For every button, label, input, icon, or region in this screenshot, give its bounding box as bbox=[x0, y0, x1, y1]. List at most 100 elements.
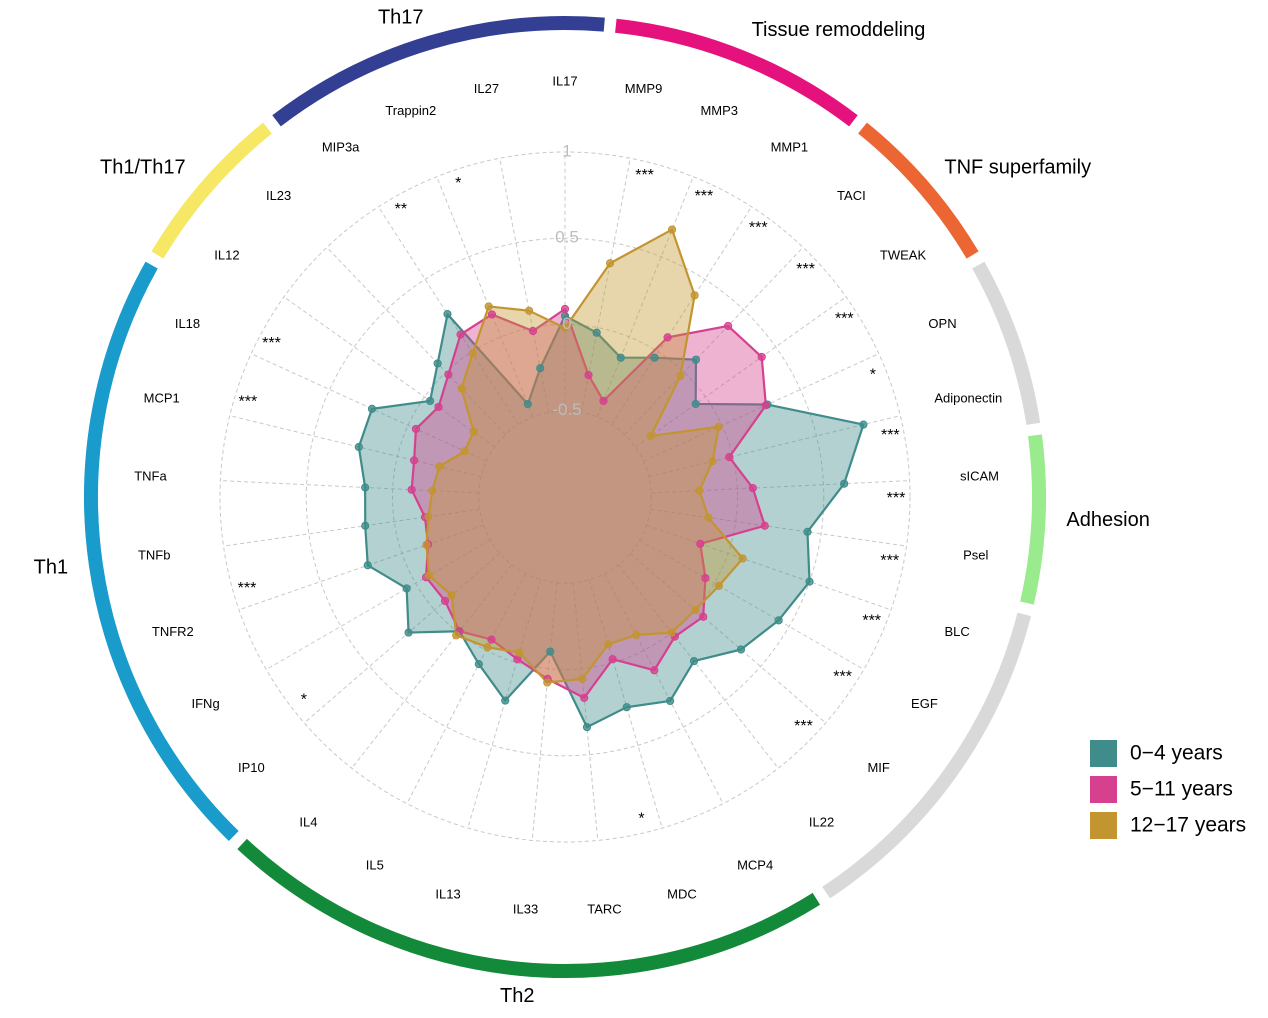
category-label: TNFa bbox=[134, 469, 167, 484]
category-label: TARC bbox=[587, 902, 621, 917]
category-label: IL5 bbox=[366, 857, 384, 872]
data-point bbox=[422, 540, 431, 550]
group-arc bbox=[1020, 434, 1046, 605]
group-arc bbox=[858, 122, 979, 259]
spoke bbox=[643, 353, 880, 462]
data-point bbox=[444, 370, 453, 379]
spoke bbox=[648, 415, 901, 478]
data-point bbox=[708, 457, 717, 466]
radial-tick-label: -0.5 bbox=[552, 400, 581, 419]
data-point bbox=[426, 396, 435, 406]
category-label: MDC bbox=[667, 887, 697, 902]
group-arc bbox=[972, 261, 1041, 425]
category-label: IL33 bbox=[513, 902, 538, 917]
spoke bbox=[223, 508, 480, 547]
grid-ring bbox=[305, 237, 825, 757]
data-point bbox=[760, 521, 769, 530]
significance-label: *** bbox=[635, 167, 654, 184]
data-point bbox=[440, 596, 450, 606]
data-point bbox=[599, 396, 608, 406]
data-point bbox=[616, 353, 625, 362]
group-arc bbox=[822, 612, 1032, 899]
data-point bbox=[650, 353, 659, 362]
data-point bbox=[411, 424, 421, 434]
spoke bbox=[238, 524, 484, 611]
group-label: TNF superfamily bbox=[944, 157, 1091, 179]
data-point bbox=[361, 483, 370, 492]
data-point bbox=[725, 453, 734, 462]
grid-ring bbox=[478, 410, 652, 584]
legend-label: 5−11 years bbox=[1130, 778, 1233, 801]
spoke bbox=[611, 206, 752, 425]
data-point bbox=[695, 486, 704, 495]
data-point bbox=[528, 326, 538, 336]
data-point bbox=[805, 577, 814, 586]
significance-label: *** bbox=[833, 668, 852, 685]
category-label: IL23 bbox=[266, 188, 291, 203]
data-point bbox=[748, 483, 757, 493]
data-point bbox=[736, 645, 746, 654]
category-label: MCP4 bbox=[737, 857, 773, 872]
radial-tick-label: 0.5 bbox=[555, 228, 579, 247]
group-arc bbox=[615, 18, 858, 127]
data-point bbox=[699, 612, 708, 621]
data-point bbox=[513, 655, 522, 664]
spoke bbox=[531, 582, 558, 841]
category-label: IL4 bbox=[299, 815, 317, 830]
significance-label: *** bbox=[887, 490, 906, 507]
data-point bbox=[582, 723, 592, 732]
data-point bbox=[428, 486, 437, 495]
significance-label: *** bbox=[239, 393, 258, 410]
spoke bbox=[646, 524, 892, 611]
data-point bbox=[667, 225, 677, 234]
category-label: OPN bbox=[928, 316, 956, 331]
data-point bbox=[584, 370, 593, 380]
spoke bbox=[572, 582, 599, 841]
data-point bbox=[501, 696, 510, 705]
group-label: Tissue remoddeling bbox=[752, 19, 926, 41]
significance-label: * bbox=[638, 810, 644, 827]
significance-label: ** bbox=[395, 201, 407, 218]
group-label: Th2 bbox=[500, 985, 534, 1007]
data-point bbox=[487, 635, 496, 644]
data-point bbox=[410, 456, 419, 465]
group-label: Adhesion bbox=[1066, 509, 1149, 531]
data-point bbox=[435, 462, 444, 471]
data-point bbox=[560, 304, 570, 314]
data-point bbox=[592, 328, 601, 337]
data-point bbox=[691, 355, 701, 364]
data-point bbox=[424, 512, 433, 521]
spoke bbox=[303, 553, 501, 724]
data-point bbox=[667, 628, 676, 637]
category-label: MMP9 bbox=[625, 81, 663, 96]
data-point bbox=[676, 371, 685, 381]
data-point bbox=[363, 561, 372, 570]
significance-label: * bbox=[870, 367, 876, 384]
data-point bbox=[622, 703, 631, 712]
category-label: IL22 bbox=[809, 815, 834, 830]
category-label: MCP1 bbox=[144, 391, 180, 406]
data-point bbox=[433, 359, 442, 368]
spoke bbox=[283, 296, 496, 448]
data-point bbox=[523, 400, 532, 409]
legend-label: 0−4 years bbox=[1130, 742, 1223, 765]
data-point bbox=[487, 310, 497, 319]
significance-label: * bbox=[455, 175, 461, 192]
category-label: MIP3a bbox=[322, 139, 360, 154]
significance-label: *** bbox=[881, 427, 900, 444]
category-label: TWEAK bbox=[880, 248, 927, 263]
spoke bbox=[634, 296, 847, 448]
data-point bbox=[404, 628, 413, 637]
data-point bbox=[803, 527, 812, 536]
data-point bbox=[361, 521, 370, 530]
spoke bbox=[436, 176, 534, 418]
category-label: IP10 bbox=[238, 760, 265, 775]
category-label: MMP3 bbox=[700, 103, 738, 118]
data-point bbox=[714, 422, 723, 431]
significance-label: *** bbox=[695, 188, 714, 205]
group-label: Th1/Th17 bbox=[100, 157, 186, 179]
category-label: MIF bbox=[867, 760, 889, 775]
category-label: TNFR2 bbox=[152, 624, 194, 639]
data-point bbox=[690, 291, 699, 300]
